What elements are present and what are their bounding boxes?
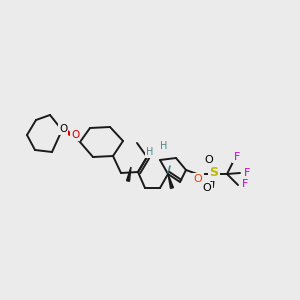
Text: F: F	[242, 179, 248, 189]
Text: F: F	[234, 152, 240, 162]
Text: O: O	[205, 155, 213, 165]
Text: O: O	[59, 124, 67, 134]
Text: H: H	[146, 147, 154, 157]
Polygon shape	[65, 130, 80, 142]
Text: O: O	[71, 130, 79, 140]
Text: F: F	[244, 168, 250, 178]
Text: O: O	[194, 174, 202, 184]
Text: H: H	[160, 141, 168, 151]
Text: O: O	[202, 183, 211, 193]
Polygon shape	[127, 167, 131, 181]
Polygon shape	[168, 174, 173, 188]
Text: S: S	[209, 167, 218, 179]
